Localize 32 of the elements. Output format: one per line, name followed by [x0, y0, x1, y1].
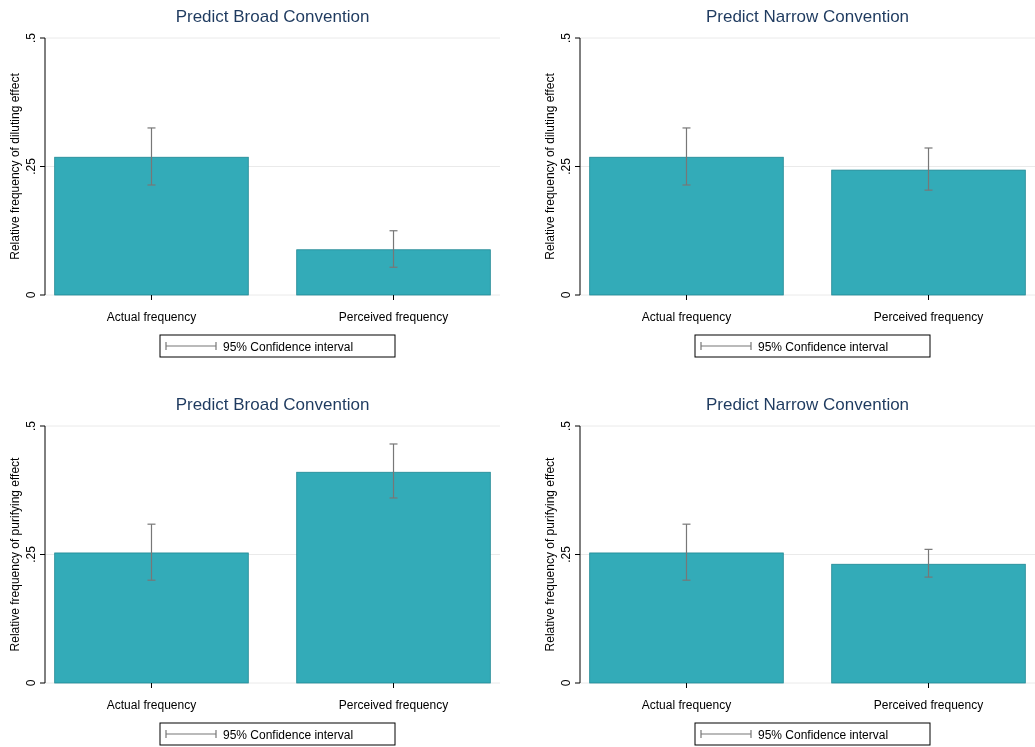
x-tick-label: Perceived frequency: [873, 698, 984, 712]
x-tick-label: Actual frequency: [106, 310, 197, 324]
chart-title: Predict Narrow Convention: [705, 395, 910, 414]
text: 95% Confidence interval: [223, 339, 354, 354]
chart-title: Predict Broad Convention: [175, 395, 370, 414]
y-tick-label: .25: [24, 545, 38, 563]
y-tick-label: 0: [559, 291, 573, 299]
y-tick-label: .25: [559, 545, 573, 563]
text: 95% Confidence interval: [758, 339, 889, 354]
y-axis-title: Relative frequency of diluting effect: [543, 72, 557, 260]
y-tick-label: .5: [559, 32, 573, 44]
x-tick-label: Perceived frequency: [338, 310, 449, 324]
chart-title: Predict Broad Convention: [175, 7, 370, 26]
y-tick-label: .5: [24, 32, 38, 44]
chart-title: Predict Narrow Convention: [705, 7, 910, 26]
y-tick-label: 0: [24, 679, 38, 687]
y-tick-label: 0: [559, 679, 573, 687]
y-tick-label: .5: [559, 420, 573, 432]
x-tick-label: Actual frequency: [641, 310, 732, 324]
y-axis-title: Relative frequency of purifying effect: [543, 456, 557, 652]
x-tick-label: Perceived frequency: [338, 698, 449, 712]
text: 95% Confidence interval: [223, 727, 354, 742]
y-tick-label: .25: [559, 157, 573, 175]
y-tick-label: 0: [24, 291, 38, 299]
x-tick-label: Perceived frequency: [873, 310, 984, 324]
y-axis-title: Relative frequency of purifying effect: [8, 456, 22, 652]
x-tick-label: Actual frequency: [106, 698, 197, 712]
x-tick-label: Actual frequency: [641, 698, 732, 712]
y-axis-title: Relative frequency of diluting effect: [8, 72, 22, 260]
y-tick-label: .5: [24, 420, 38, 432]
y-tick-label: .25: [24, 157, 38, 175]
text: 95% Confidence interval: [758, 727, 889, 742]
